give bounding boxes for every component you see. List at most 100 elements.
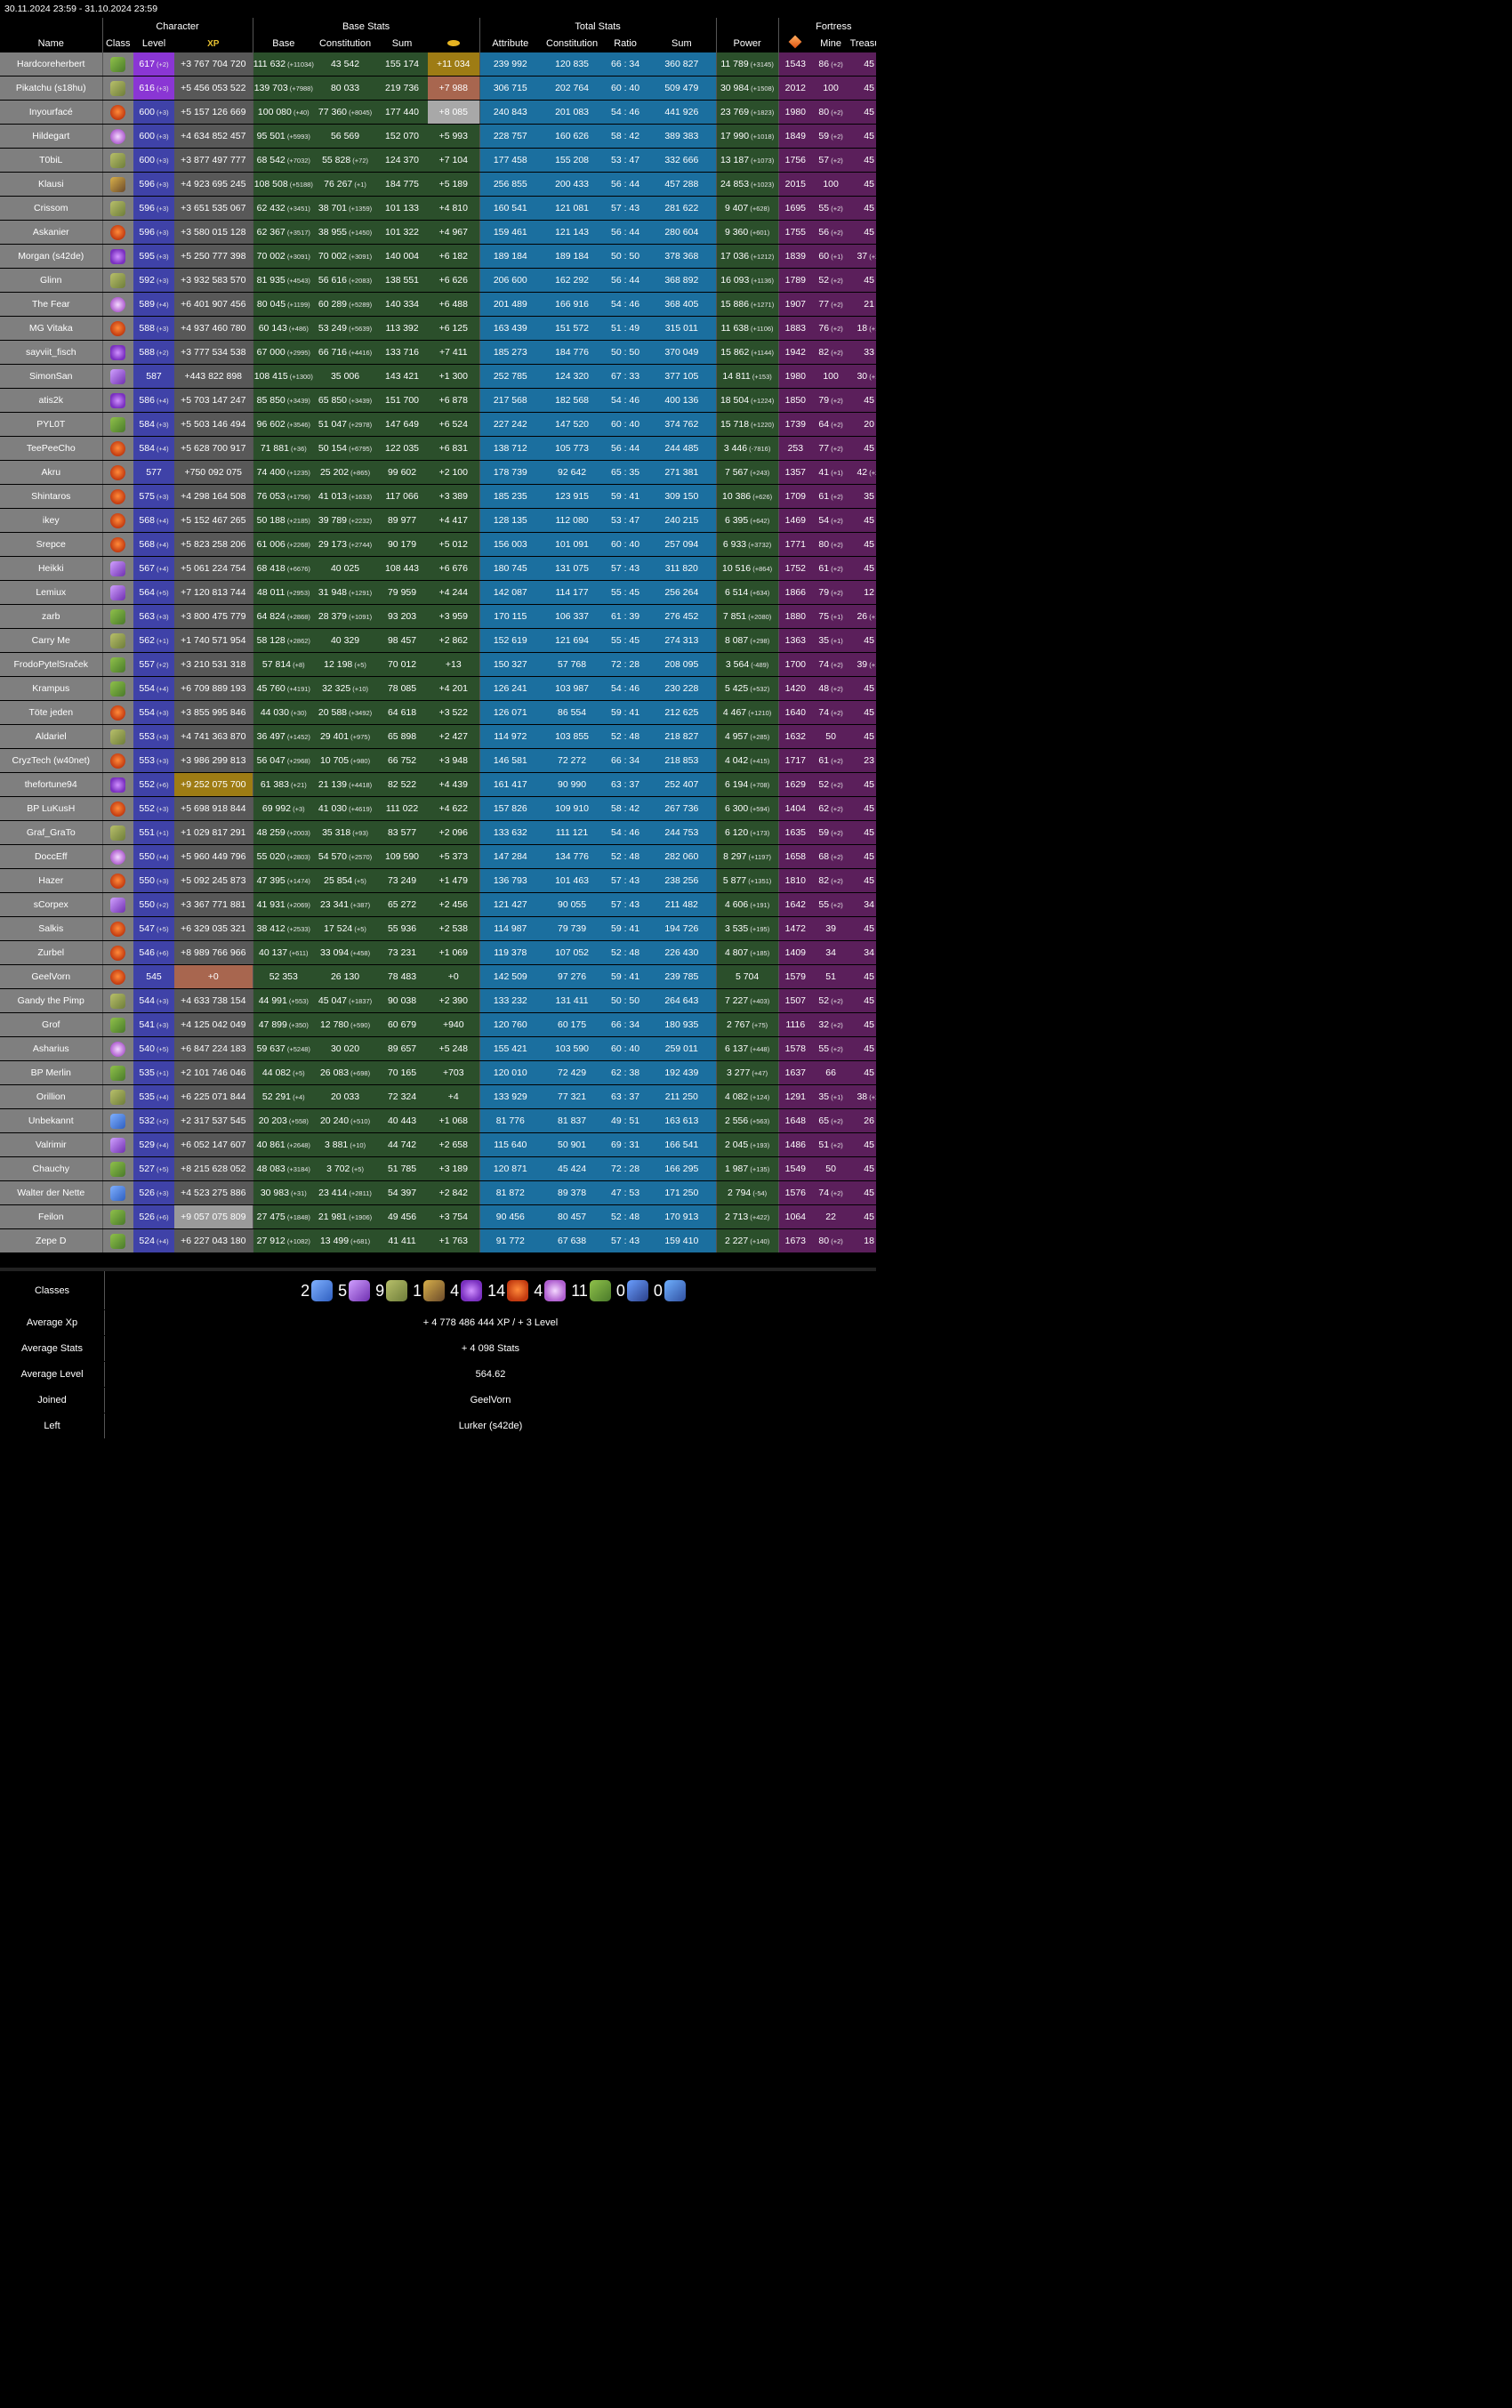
table-row[interactable]: Glinn 592 (+3) +3 932 583 570 81 935 (+4543… [0,268,876,293]
col-ratio[interactable]: Ratio [614,37,637,49]
table-row[interactable]: Lemiux 564 (+5) +7 120 813 744 48 011 (+295… [0,580,876,605]
col-base[interactable]: Base [252,35,315,52]
power-delta: (+626) [751,493,773,501]
table-row[interactable]: Salkis 547 (+5) +6 329 035 321 38 412 (+253… [0,916,876,941]
col-treasury[interactable]: Treasury [849,37,876,49]
table-row[interactable]: Heikki 567 (+4) +5 061 224 754 68 418 (+667… [0,556,876,581]
table-row[interactable]: Feilon 526 (+6) +9 057 075 809 27 475 (+184… [0,1204,876,1229]
table-row[interactable]: Zepe D 524 (+4) +6 227 043 180 27 912 (+108… [0,1228,876,1253]
table-row[interactable]: Hardcoreherbert 617 (+2) +3 767 704 720 111… [0,52,876,77]
cell-gem: 1648 [777,1108,813,1133]
col-total-constitution[interactable]: Constitution [546,37,599,49]
col-constitution[interactable]: Constitution [318,37,372,49]
total-sum-value: 309 150 [664,491,699,502]
table-row[interactable]: zarb 563 (+3) +3 800 475 779 64 824 (+2868)… [0,604,876,629]
cell-ratio: 57 : 43 [603,556,648,581]
table-row[interactable]: Unbekannt 532 (+2) +2 317 537 545 20 203 (+… [0,1108,876,1133]
base-delta: (+2003) [285,829,310,837]
table-row[interactable]: Carry Me 562 (+1) +1 740 571 954 58 128 (+2… [0,628,876,653]
table-row[interactable]: Gandy the Pimp 544 (+3) +4 633 738 154 44 9… [0,988,876,1013]
table-row[interactable]: Morgan (s42de) 595 (+3) +5 250 777 398 70 0… [0,244,876,269]
table-row[interactable]: Shintaros 575 (+3) +4 298 164 508 76 053 (+… [0,484,876,509]
cell-ratio: 59 : 41 [603,916,648,941]
table-row[interactable]: Crissom 596 (+3) +3 651 535 067 62 432 (+34… [0,196,876,221]
power-value: 2 794 [727,1188,752,1198]
total-sum-value: 368 405 [664,299,699,310]
col-xp[interactable]: XP [174,35,253,52]
cell-treasury: 45 [849,1156,876,1181]
cell-base: 85 850 (+3439) [252,388,315,413]
table-row[interactable]: T0biL 600 (+3) +3 877 497 777 68 542 (+7032… [0,148,876,173]
table-row[interactable]: Asharius 540 (+5) +6 847 224 183 59 637 (+5… [0,1036,876,1061]
col-power[interactable]: Power [715,35,779,52]
table-row[interactable]: Inyourfacé 600 (+3) +5 157 126 669 100 080 … [0,100,876,125]
col-attribute[interactable]: Attribute [479,35,542,52]
table-row[interactable]: Srepce 568 (+4) +5 823 258 206 61 006 (+226… [0,532,876,557]
table-row[interactable]: Valrimir 529 (+4) +6 052 147 607 40 861 (+2… [0,1132,876,1157]
cell-mine: 79 (+2) [812,388,850,413]
table-row[interactable]: Orillion 535 (+4) +6 225 071 844 52 291 (+4… [0,1084,876,1109]
table-row[interactable]: atis2k 586 (+4) +5 703 147 247 85 850 (+343… [0,388,876,413]
table-row[interactable]: GeelVorn 545 +0 52 353 26 130 78 483 +0 142 509… [0,964,876,989]
total-constitution-value: 92 642 [557,467,587,478]
table-row[interactable]: Hildegart 600 (+3) +4 634 852 457 95 501 (+… [0,124,876,149]
table-row[interactable]: sCorpex 550 (+2) +3 367 771 881 41 931 (+20… [0,892,876,917]
table-row[interactable]: ikey 568 (+4) +5 152 467 265 50 188 (+2185)… [0,508,876,533]
cell-level: 577 [133,460,174,485]
table-row[interactable]: Grof 541 (+3) +4 125 042 049 47 899 (+350) 1… [0,1012,876,1037]
table-row[interactable]: Töte jeden 554 (+3) +3 855 995 846 44 030 (… [0,700,876,725]
gold-value: +7 411 [438,347,468,358]
table-row[interactable]: Graf_GraTo 551 (+1) +1 029 817 291 48 259 (… [0,820,876,845]
sum-value: 138 551 [385,275,420,286]
col-name[interactable]: Name [37,37,64,49]
table-row[interactable]: BP Merlin 535 (+1) +2 101 746 046 44 082 (+… [0,1060,876,1085]
table-row[interactable]: DoccEff 550 (+4) +5 960 449 796 55 020 (+28… [0,844,876,869]
cell-name: Hazer [0,868,102,893]
col-level[interactable]: Level [141,37,166,49]
table-row[interactable]: Hazer 550 (+3) +5 092 245 873 47 395 (+1474… [0,868,876,893]
col-gold[interactable] [428,35,479,52]
table-row[interactable]: PYL0T 584 (+3) +5 503 146 494 96 602 (+3546… [0,412,876,437]
demon-icon [110,488,126,504]
table-row[interactable]: Akru 577 +750 092 075 74 400 (+1235) 25 202 … [0,460,876,485]
table-row[interactable]: SimonSan 587 +443 822 898 108 415 (+1300) 35… [0,364,876,389]
power-value: 7 567 [724,467,749,478]
table-row[interactable]: sayviit_fisch 588 (+2) +3 777 534 538 67 00… [0,340,876,365]
mine-value: 79 [818,587,830,598]
col-gem[interactable] [777,35,813,52]
table-row[interactable]: Chauchy 527 (+5) +8 215 628 052 48 083 (+31… [0,1156,876,1181]
constitution-value: 10 705 [319,755,350,766]
table-row[interactable]: Klausi 596 (+3) +4 923 695 245 108 508 (+51… [0,172,876,197]
table-row[interactable]: The Fear 589 (+4) +6 401 907 456 80 045 (+1… [0,292,876,317]
cell-total-sum: 457 288 [647,172,717,197]
date-range: 30.11.2024 23:59 - 31.10.2024 23:59 [0,0,876,18]
col-mine[interactable]: Mine [820,37,842,49]
table-row[interactable]: Aldariel 553 (+3) +4 741 363 870 36 497 (+1… [0,724,876,749]
table-row[interactable]: Walter der Nette 526 (+3) +4 523 275 886 30… [0,1180,876,1205]
cell-power: 4 467 (+1210) [715,700,779,725]
col-sum[interactable]: Sum [391,37,413,49]
table-row[interactable]: Askanier 596 (+3) +3 580 015 128 62 367 (+3… [0,220,876,245]
table-row[interactable]: Pikatchu (s18hu) 616 (+3) +5 456 053 522 13… [0,76,876,101]
table-row[interactable]: CryzTech (w40net) 553 (+3) +3 986 299 813 5… [0,748,876,773]
table-row[interactable]: BP LuKusH 552 (+3) +5 698 918 844 69 992 (+… [0,796,876,821]
table-row[interactable]: thefortune94 552 (+6) +9 252 075 700 61 383… [0,772,876,797]
cell-name: Grof [0,1012,102,1037]
table-row[interactable]: MG Vitaka 588 (+3) +4 937 460 780 60 143 (+… [0,316,876,341]
base-value: 48 011 [257,587,286,598]
col-class[interactable]: Class [101,35,133,52]
level-value: 588 [139,347,155,358]
table-row[interactable]: Krampus 554 (+4) +6 709 889 193 45 760 (+41… [0,676,876,701]
cell-base: 40 861 (+2648) [252,1132,315,1157]
total-constitution-value: 107 052 [555,947,590,958]
cell-xp: +5 703 147 247 [174,388,253,413]
table-row[interactable]: Zurbel 546 (+6) +8 989 766 966 40 137 (+611… [0,940,876,965]
constitution-delta: (+1359) [347,205,373,213]
attribute-value: 185 273 [493,347,527,358]
table-row[interactable]: FrodoPytelSraček 557 (+2) +3 210 531 318 57… [0,652,876,677]
table-row[interactable]: TeePeeCho 584 (+4) +5 628 700 917 71 881 (+… [0,436,876,461]
cell-level: 588 (+2) [133,340,174,365]
col-total-sum[interactable]: Sum [672,37,692,49]
cell-name: Feilon [0,1204,102,1229]
cell-total-constitution: 109 910 [541,796,604,821]
